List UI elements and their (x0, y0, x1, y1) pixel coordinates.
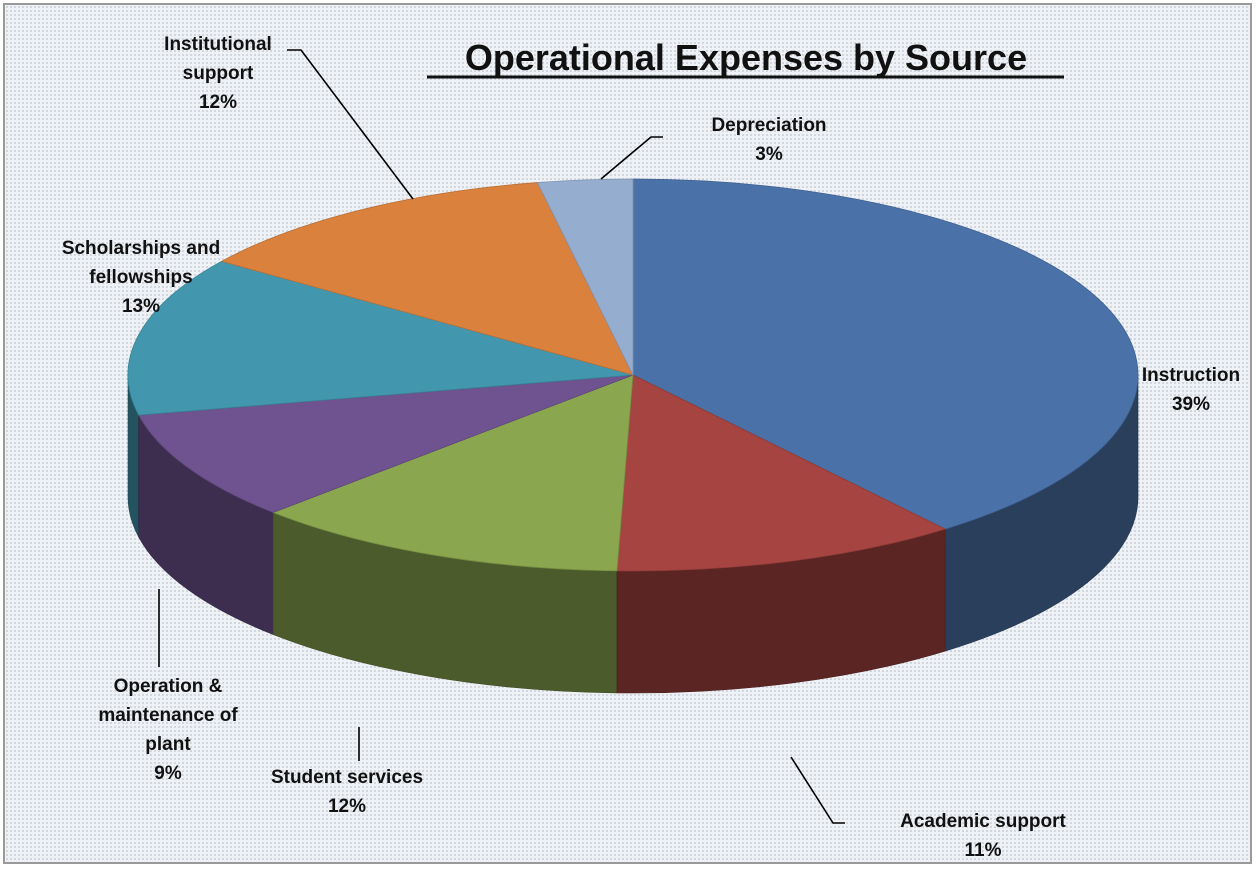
data-label-value-operation-and-maintenance-of-plant: 9% (154, 763, 182, 784)
data-label-depreciation: Depreciation (711, 115, 826, 136)
data-label-scholarships-and-fellowships: fellowships (89, 267, 192, 288)
slice-operation-and-maintenance-of-plant (138, 374, 634, 513)
data-label-operation-and-maintenance-of-plant: maintenance of (98, 705, 238, 726)
data-label-value-scholarships-and-fellowships: 13% (122, 296, 160, 317)
data-label-value-institutional-support: 12% (199, 92, 237, 113)
leader-line-institutional-support (287, 49, 414, 200)
chart-title: Operational Expenses by Source (465, 37, 1027, 78)
pie-chart: Operational Expenses by Source Instructi… (62, 34, 1240, 861)
data-label-instruction: Instruction (1142, 365, 1240, 386)
leader-line-depreciation (600, 136, 663, 180)
data-label-value-academic-support: 11% (965, 840, 1002, 861)
data-label-value-student-services: 12% (328, 796, 366, 817)
data-label-value-instruction: 39% (1172, 394, 1210, 415)
data-label-student-services: Student services (271, 767, 423, 788)
slice-institutional-support (220, 182, 634, 376)
leader-line-academic-support (790, 756, 845, 824)
slice-instruction (632, 178, 1139, 530)
pie-slices (127, 178, 1139, 694)
slice-depreciation (536, 178, 634, 376)
data-label-scholarships-and-fellowships: Scholarships and (62, 238, 220, 259)
data-label-operation-and-maintenance-of-plant: plant (145, 734, 191, 755)
chart-area: Operational Expenses by Source Instructi… (3, 3, 1252, 864)
slice-academic-support (616, 374, 947, 572)
slice-scholarships-and-fellowships (127, 260, 634, 416)
data-label-institutional-support: Institutional (164, 34, 272, 55)
data-label-value-depreciation: 3% (755, 144, 783, 165)
data-labels: Instruction 39% Academic support 11% Student… (62, 34, 1240, 861)
data-label-academic-support: Academic support (900, 811, 1066, 832)
data-label-institutional-support: support (183, 63, 254, 84)
data-label-operation-and-maintenance-of-plant: Operation & (114, 676, 223, 697)
slice-student-services (271, 374, 634, 572)
